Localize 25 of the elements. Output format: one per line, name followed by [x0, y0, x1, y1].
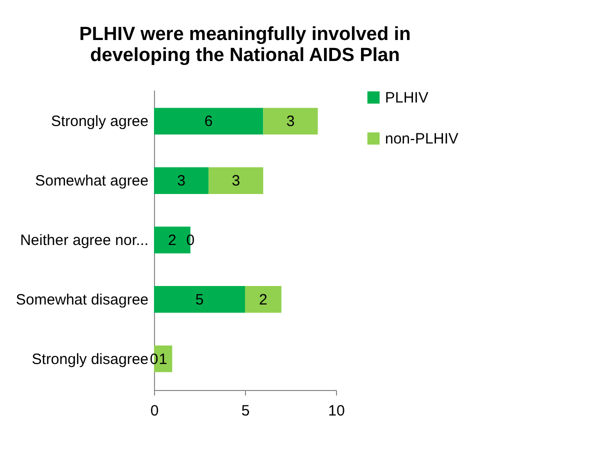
- x-tick-label: 10: [328, 402, 345, 420]
- legend-label: non-PLHIV: [385, 130, 458, 148]
- data-label: 2: [259, 291, 268, 308]
- bar: [154, 286, 245, 313]
- bar: [263, 108, 318, 135]
- data-label: 1: [158, 350, 168, 368]
- bar: [245, 286, 282, 313]
- y-tick-label: Strongly agree: [50, 113, 148, 130]
- y-tick-label: Somewhat agree: [35, 172, 148, 190]
- chart-title: PLHIV were meaningfully involved in developing the National AIDS Plan: [79, 24, 411, 66]
- data-label: 3: [177, 172, 186, 190]
- bar: [154, 108, 264, 135]
- data-label: 2: [168, 232, 176, 249]
- y-tick-label: Strongly disagree: [32, 350, 148, 368]
- bar: [208, 167, 264, 194]
- data-label: 5: [195, 291, 204, 308]
- bar: [154, 167, 209, 194]
- y-tick-label: Somewhat disagree: [16, 291, 148, 308]
- y-tick-label: Neither agree nor...: [20, 232, 148, 249]
- x-tick-label: 0: [150, 402, 159, 420]
- data-label: 6: [204, 113, 213, 130]
- legend-label: PLHIV: [385, 90, 428, 106]
- data-label: 3: [286, 113, 295, 130]
- data-label: 3: [232, 172, 240, 190]
- x-tick-label: 5: [241, 402, 250, 420]
